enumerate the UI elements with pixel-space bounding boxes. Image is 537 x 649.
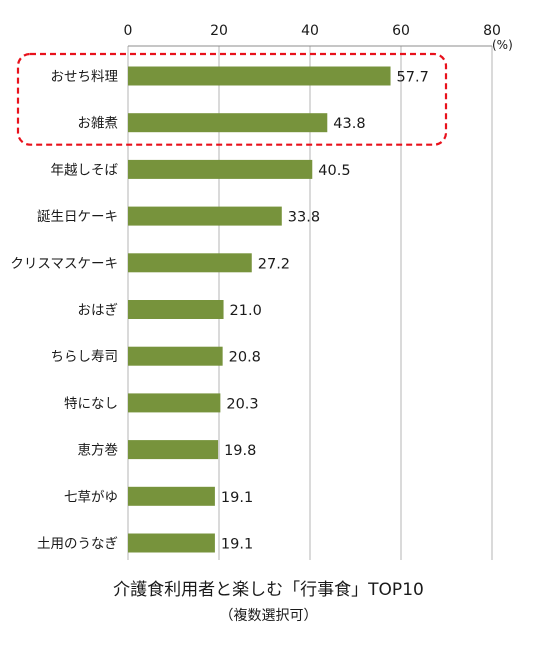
bar [128,533,215,553]
bar [128,346,223,366]
bar-chart: 0 20 40 60 80 (%) おせち料理お雑煮年越しそば誕生日ケーキクリスマスケー… [10,23,513,560]
value-labels: 57.7 43.8 40.5 33.8 27.2 21.0 20.8 20.3 19.8 19.1… [221,70,429,553]
x-tick-label: 60 [392,23,410,39]
value-label: 40.5 [318,163,350,179]
category-label: おせち料理 [51,69,119,85]
category-label: 七草がゆ [64,489,118,505]
x-tick-label: 80 [483,23,501,39]
bar [128,253,252,273]
highlight-box [16,52,448,146]
category-label: 恵方巻 [78,443,119,459]
bars [128,66,391,553]
value-label: 21.0 [230,303,262,319]
value-label: 57.7 [397,70,429,86]
x-tick-label: 20 [210,23,228,39]
chart-title: 介護食利用者と楽しむ「行事食」TOP10 [113,580,424,600]
bar [128,113,328,133]
value-label: 19.1 [221,537,253,553]
value-label: 33.8 [288,210,320,226]
x-axis-ticks: 0 20 40 60 80 [124,23,501,39]
chart-subtitle: （複数選択可） [219,608,318,624]
category-label: 誕生日ケーキ [37,209,118,225]
category-label: クリスマスケーキ [10,256,118,272]
value-label: 27.2 [258,256,290,272]
category-label: 特になし [64,396,118,412]
bar [128,486,215,506]
x-tick-label: 0 [124,23,133,39]
category-label: 土用のうなぎ [37,536,118,552]
bar [128,206,282,226]
bar [128,300,224,319]
category-label: 年越しそば [51,162,119,178]
value-label: 20.8 [229,350,261,366]
category-label: おはぎ [78,303,119,319]
value-label: 43.8 [333,116,365,132]
value-label: 19.8 [224,443,256,459]
bar [128,66,391,86]
value-label: 20.3 [226,396,258,412]
value-label: 19.1 [221,490,253,506]
category-labels: おせち料理お雑煮年越しそば誕生日ケーキクリスマスケーキおはぎちらし寿司特になし恵… [10,69,118,552]
x-tick-label: 40 [301,23,319,39]
category-label: ちらし寿司 [51,348,119,365]
bar [128,393,221,413]
category-label: お雑煮 [78,116,119,132]
bar [128,440,219,460]
unit-label: (%) [492,38,513,52]
bar [128,159,313,179]
